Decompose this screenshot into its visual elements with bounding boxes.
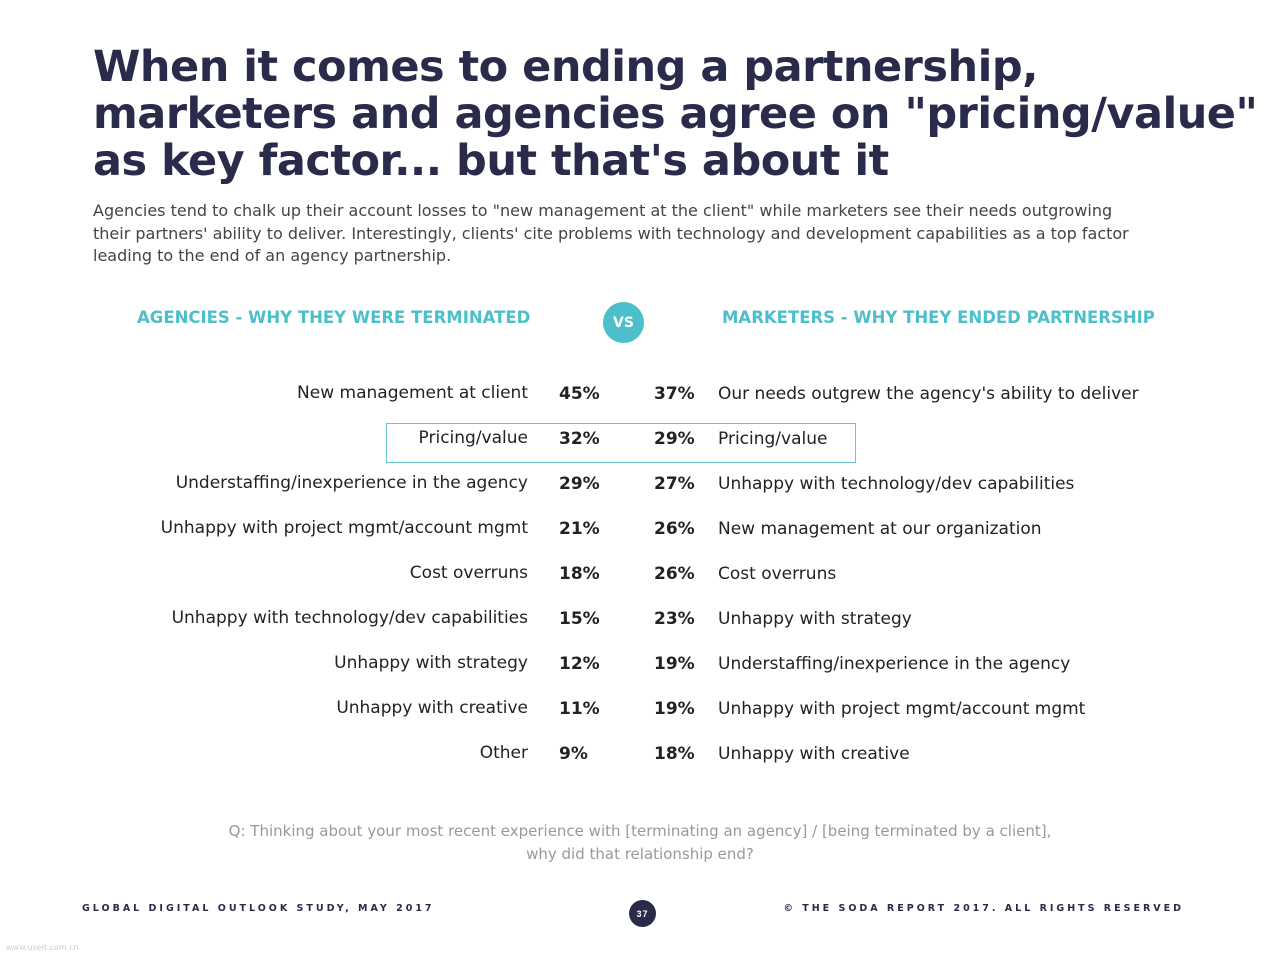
subtitle-line: Agencies tend to chalk up their account … xyxy=(93,201,1113,220)
marketer-percent: 37% xyxy=(654,384,695,404)
agency-reason: Unhappy with strategy xyxy=(334,653,528,673)
marketer-reason: Our needs outgrew the agency's ability t… xyxy=(718,384,1139,404)
table-row: Unhappy with technology/dev capabilities… xyxy=(0,598,1280,643)
survey-question: Q: Thinking about your most recent exper… xyxy=(0,820,1280,866)
table-row: Unhappy with strategy 12% 19% Understaffing… xyxy=(0,643,1280,688)
subtitle: Agencies tend to chalk up their account … xyxy=(93,200,1153,268)
title-line: as key factor... but that's about it xyxy=(93,136,889,186)
marketer-percent: 19% xyxy=(654,699,695,719)
marketer-reason: Cost overruns xyxy=(718,564,837,584)
marketer-reason: Understaffing/inexperience in the agency xyxy=(718,654,1071,674)
agency-percent: 9% xyxy=(559,744,588,764)
agency-reason: Cost overruns xyxy=(409,563,528,583)
marketer-reason: Unhappy with technology/dev capabilities xyxy=(718,474,1075,494)
marketer-percent: 23% xyxy=(654,609,695,629)
footer-copyright: © THE SODA REPORT 2017. ALL RIGHTS RESER… xyxy=(783,903,1184,914)
agency-percent: 45% xyxy=(559,384,600,404)
table-row: Understaffing/inexperience in the agency… xyxy=(0,463,1280,508)
marketer-reason: Unhappy with strategy xyxy=(718,609,912,629)
table-row: Other 9% 18% Unhappy with creative xyxy=(0,733,1280,778)
subtitle-line: leading to the end of an agency partners… xyxy=(93,246,452,265)
agency-percent: 11% xyxy=(559,699,600,719)
marketer-reason: New management at our organization xyxy=(718,519,1042,539)
watermark: www.useit.com.cn xyxy=(6,943,79,952)
agency-percent: 15% xyxy=(559,609,600,629)
agency-percent: 21% xyxy=(559,519,600,539)
table-row: Unhappy with creative 11% 19% Unhappy with … xyxy=(0,688,1280,733)
agency-percent: 12% xyxy=(559,654,600,674)
marketer-percent: 26% xyxy=(654,564,695,584)
marketers-heading: MARKETERS - WHY THEY ENDED PARTNERSHIP xyxy=(722,308,1155,327)
page-number-badge: 37 xyxy=(629,900,656,927)
agency-reason: Unhappy with technology/dev capabilities xyxy=(171,608,528,628)
footer-study-name: GLOBAL DIGITAL OUTLOOK STUDY, MAY 2017 xyxy=(82,903,435,914)
table-row: Unhappy with project mgmt/account mgmt 21… xyxy=(0,508,1280,553)
agency-reason: Unhappy with creative xyxy=(336,698,528,718)
table-row: Cost overruns 18% 26% Cost overruns xyxy=(0,553,1280,598)
agency-reason: New management at client xyxy=(297,383,528,403)
agency-percent: 32% xyxy=(559,429,600,449)
marketer-percent: 26% xyxy=(654,519,695,539)
title-line: When it comes to ending a partnership, xyxy=(93,42,1038,92)
title-line: marketers and agencies agree on "pricing… xyxy=(93,89,1258,139)
agency-percent: 29% xyxy=(559,474,600,494)
marketer-reason: Unhappy with project mgmt/account mgmt xyxy=(718,699,1086,719)
marketer-percent: 19% xyxy=(654,654,695,674)
agency-reason: Understaffing/inexperience in the agency xyxy=(175,473,528,493)
question-line: Q: Thinking about your most recent exper… xyxy=(228,822,1052,840)
agency-reason: Other xyxy=(479,743,528,763)
vs-badge: VS xyxy=(603,302,644,343)
table-row: Pricing/value 32% 29% Pricing/value xyxy=(0,418,1280,463)
page-title: When it comes to ending a partnership, m… xyxy=(93,42,1258,186)
marketer-reason: Unhappy with creative xyxy=(718,744,910,764)
marketer-reason: Pricing/value xyxy=(718,429,828,449)
agencies-heading: AGENCIES - WHY THEY WERE TERMINATED xyxy=(137,308,531,327)
table-row: New management at client 45% 37% Our needs … xyxy=(0,373,1280,418)
question-line: why did that relationship end? xyxy=(526,845,754,863)
subtitle-line: their partners' ability to deliver. Inte… xyxy=(93,223,1129,243)
marketer-percent: 27% xyxy=(654,474,695,494)
marketer-percent: 29% xyxy=(654,429,695,449)
agency-percent: 18% xyxy=(559,564,600,584)
pricing-highlight-box xyxy=(386,423,856,463)
marketer-percent: 18% xyxy=(654,744,695,764)
agency-reason: Pricing/value xyxy=(418,428,528,448)
agency-reason: Unhappy with project mgmt/account mgmt xyxy=(160,518,528,538)
